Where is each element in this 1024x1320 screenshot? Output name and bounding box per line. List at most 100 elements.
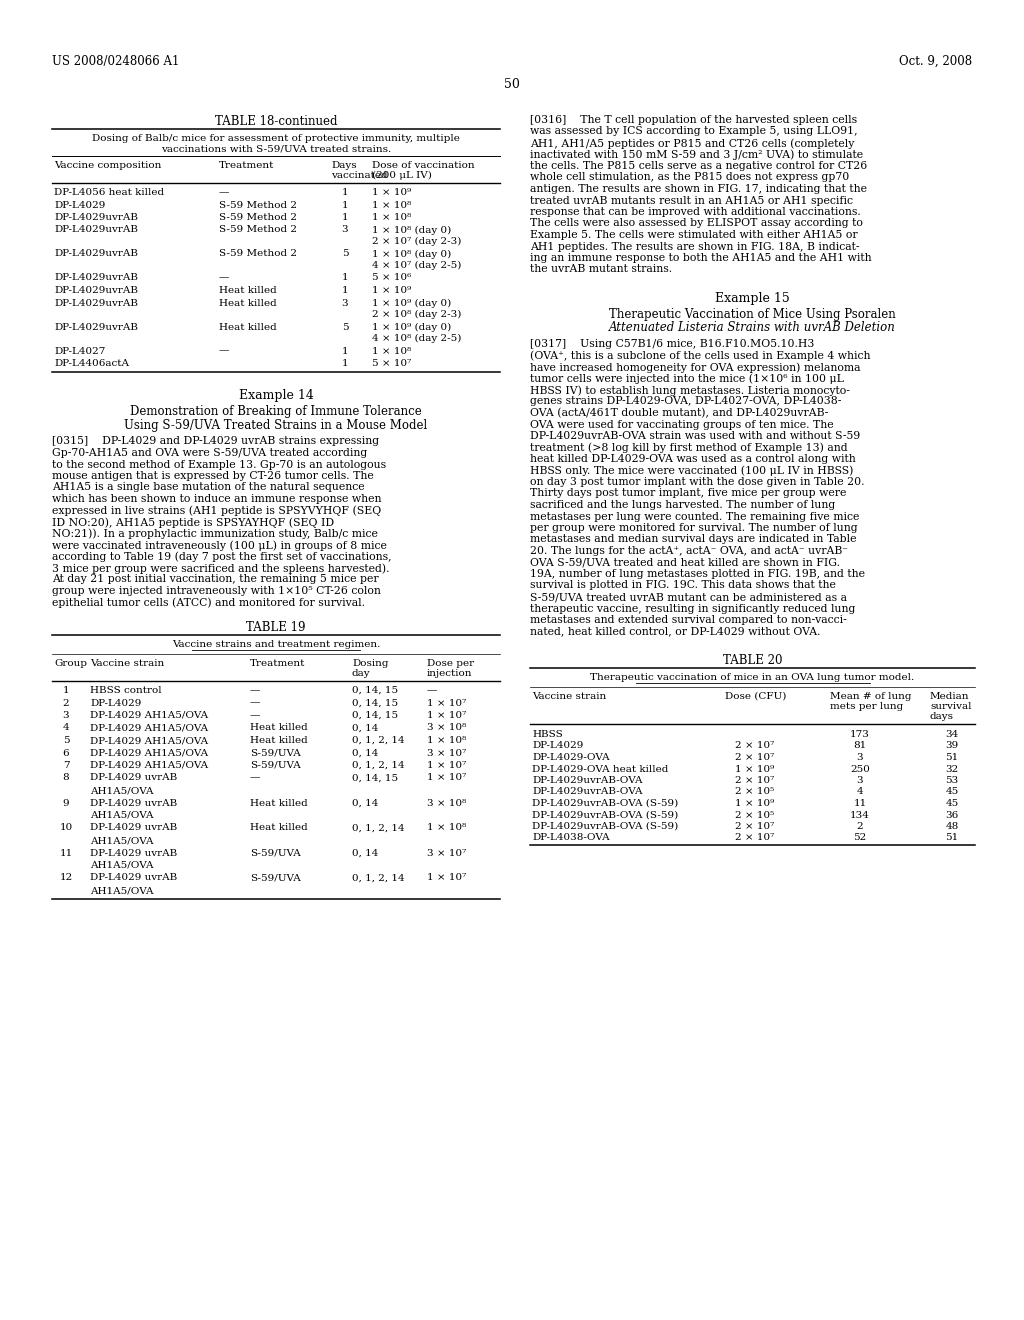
Text: AH1A5/OVA: AH1A5/OVA [90,836,154,845]
Text: mouse antigen that is expressed by CT-26 tumor cells. The: mouse antigen that is expressed by CT-26… [52,471,374,480]
Text: 20. The lungs for the actA⁺, actA⁻ OVA, and actA⁻ uvrAB⁻: 20. The lungs for the actA⁺, actA⁻ OVA, … [530,546,848,556]
Text: 1 × 10⁸ (day 0): 1 × 10⁸ (day 0) [372,249,452,259]
Text: ID NO:20), AH1A5 peptide is SPSYAYHQF (SEQ ID: ID NO:20), AH1A5 peptide is SPSYAYHQF (S… [52,517,334,528]
Text: S-59 Method 2: S-59 Method 2 [219,249,297,259]
Text: Heat killed: Heat killed [250,723,308,733]
Text: treatment (>8 log kill by first method of Example 13) and: treatment (>8 log kill by first method o… [530,442,848,453]
Text: Therapeutic vaccination of mice in an OVA lung tumor model.: Therapeutic vaccination of mice in an OV… [591,673,914,682]
Text: 1 × 10⁸: 1 × 10⁸ [427,824,466,833]
Text: 1: 1 [342,201,348,210]
Text: 173: 173 [850,730,870,739]
Text: 1 × 10⁸: 1 × 10⁸ [427,737,466,744]
Text: mets per lung: mets per lung [830,702,903,711]
Text: 1 × 10⁹: 1 × 10⁹ [735,764,774,774]
Text: AH1A5 is a single base mutation of the natural sequence: AH1A5 is a single base mutation of the n… [52,483,365,492]
Text: 4 × 10⁸ (day 2-5): 4 × 10⁸ (day 2-5) [372,334,462,343]
Text: 52: 52 [853,833,866,842]
Text: 3: 3 [857,752,863,762]
Text: 1 × 10⁹: 1 × 10⁹ [735,799,774,808]
Text: 134: 134 [850,810,870,820]
Text: 3: 3 [342,298,348,308]
Text: on day 3 post tumor implant with the dose given in Table 20.: on day 3 post tumor implant with the dos… [530,477,864,487]
Text: 1: 1 [342,187,348,197]
Text: 3: 3 [857,776,863,785]
Text: 2 × 10⁷: 2 × 10⁷ [735,776,774,785]
Text: DP-L4027: DP-L4027 [54,346,105,355]
Text: vaccinated: vaccinated [331,172,388,180]
Text: 3 × 10⁷: 3 × 10⁷ [427,748,466,758]
Text: Oct. 9, 2008: Oct. 9, 2008 [899,55,972,69]
Text: [0315]    DP-L4029 and DP-L4029 uvrAB strains expressing: [0315] DP-L4029 and DP-L4029 uvrAB strai… [52,437,379,446]
Text: 3 × 10⁸: 3 × 10⁸ [427,723,466,733]
Text: DP-L4029uvrAB: DP-L4029uvrAB [54,226,138,235]
Text: survival: survival [930,702,972,711]
Text: Dosing: Dosing [352,659,388,668]
Text: 10: 10 [59,824,73,833]
Text: 0, 14, 15: 0, 14, 15 [352,711,398,719]
Text: the cells. The P815 cells serve as a negative control for CT26: the cells. The P815 cells serve as a neg… [530,161,867,172]
Text: which has been shown to induce an immune response when: which has been shown to induce an immune… [52,494,382,504]
Text: expressed in live strains (AH1 peptide is SPSYVYHQF (SEQ: expressed in live strains (AH1 peptide i… [52,506,381,516]
Text: HBSS: HBSS [532,730,563,739]
Text: TABLE 18-continued: TABLE 18-continued [215,115,337,128]
Text: 0, 1, 2, 14: 0, 1, 2, 14 [352,874,404,883]
Text: 2: 2 [857,822,863,832]
Text: 2 × 10⁷: 2 × 10⁷ [735,742,774,751]
Text: Gp-70-AH1A5 and OVA were S-59/UVA treated according: Gp-70-AH1A5 and OVA were S-59/UVA treate… [52,447,368,458]
Text: DP-L4029-OVA heat killed: DP-L4029-OVA heat killed [532,764,669,774]
Text: injection: injection [427,669,472,678]
Text: 1 × 10⁸: 1 × 10⁸ [372,201,412,210]
Text: S-59 Method 2: S-59 Method 2 [219,226,297,235]
Text: 1 × 10⁷: 1 × 10⁷ [427,774,466,783]
Text: 36: 36 [945,810,958,820]
Text: Heat killed: Heat killed [250,824,308,833]
Text: 2 × 10⁵: 2 × 10⁵ [735,810,774,820]
Text: DP-L4029uvrAB-OVA strain was used with and without S-59: DP-L4029uvrAB-OVA strain was used with a… [530,432,860,441]
Text: 2 × 10⁷: 2 × 10⁷ [735,833,774,842]
Text: DP-L4029uvrAB-OVA: DP-L4029uvrAB-OVA [532,776,642,785]
Text: 1 × 10⁹ (day 0): 1 × 10⁹ (day 0) [372,298,452,308]
Text: metastases and median survival days are indicated in Table: metastases and median survival days are … [530,535,856,544]
Text: S-59 Method 2: S-59 Method 2 [219,213,297,222]
Text: Heat killed: Heat killed [219,286,276,294]
Text: OVA were used for vaccinating groups of ten mice. The: OVA were used for vaccinating groups of … [530,420,834,429]
Text: TABLE 20: TABLE 20 [723,653,782,667]
Text: DP-L4406actA: DP-L4406actA [54,359,129,368]
Text: At day 21 post initial vaccination, the remaining 5 mice per: At day 21 post initial vaccination, the … [52,574,379,585]
Text: 1 × 10⁹: 1 × 10⁹ [372,286,412,294]
Text: Mean # of lung: Mean # of lung [830,692,911,701]
Text: S-59/UVA: S-59/UVA [250,748,301,758]
Text: OVA S-59/UVA treated and heat killed are shown in FIG.: OVA S-59/UVA treated and heat killed are… [530,557,840,568]
Text: NO:21)). In a prophylactic immunization study, Balb/c mice: NO:21)). In a prophylactic immunization … [52,528,378,539]
Text: 51: 51 [945,752,958,762]
Text: DP-L4029uvrAB-OVA (S-59): DP-L4029uvrAB-OVA (S-59) [532,822,678,832]
Text: 2 × 10⁵: 2 × 10⁵ [735,788,774,796]
Text: response that can be improved with additional vaccinations.: response that can be improved with addit… [530,207,861,216]
Text: Treatment: Treatment [250,659,305,668]
Text: 5: 5 [342,322,348,331]
Text: according to Table 19 (day 7 post the first set of vaccinations,: according to Table 19 (day 7 post the fi… [52,552,391,562]
Text: DP-L4029 uvrAB: DP-L4029 uvrAB [90,799,177,808]
Text: treated uvrAB mutants result in an AH1A5 or AH1 specific: treated uvrAB mutants result in an AH1A5… [530,195,853,206]
Text: ing an immune response to both the AH1A5 and the AH1 with: ing an immune response to both the AH1A5… [530,253,871,263]
Text: 2 × 10⁷ (day 2-3): 2 × 10⁷ (day 2-3) [372,238,462,246]
Text: 1 × 10⁷: 1 × 10⁷ [427,874,466,883]
Text: Vaccine strains and treatment regimen.: Vaccine strains and treatment regimen. [172,640,380,649]
Text: DP-L4029 AH1A5/OVA: DP-L4029 AH1A5/OVA [90,762,208,770]
Text: sacrificed and the lungs harvested. The number of lung: sacrificed and the lungs harvested. The … [530,500,836,510]
Text: 1 × 10⁷: 1 × 10⁷ [427,711,466,719]
Text: AH1A5/OVA: AH1A5/OVA [90,785,154,795]
Text: AH1, AH1/A5 peptides or P815 and CT26 cells (completely: AH1, AH1/A5 peptides or P815 and CT26 ce… [530,139,854,149]
Text: 8: 8 [62,774,70,783]
Text: were vaccinated intraveneously (100 μL) in groups of 8 mice: were vaccinated intraveneously (100 μL) … [52,540,387,550]
Text: was assessed by ICS according to Example 5, using LLO91,: was assessed by ICS according to Example… [530,127,858,136]
Text: Attenuated Listeria Strains with uvrAB Deletion: Attenuated Listeria Strains with uvrAB D… [609,321,896,334]
Text: have increased homogeneity for OVA expression) melanoma: have increased homogeneity for OVA expre… [530,362,860,372]
Text: 5: 5 [62,737,70,744]
Text: DP-L4029 AH1A5/OVA: DP-L4029 AH1A5/OVA [90,737,208,744]
Text: 48: 48 [945,822,958,832]
Text: 0, 1, 2, 14: 0, 1, 2, 14 [352,737,404,744]
Text: 3: 3 [342,226,348,235]
Text: [0317]    Using C57B1/6 mice, B16.F10.MO5.10.H3: [0317] Using C57B1/6 mice, B16.F10.MO5.1… [530,339,814,348]
Text: AH1 peptides. The results are shown in FIG. 18A, B indicat-: AH1 peptides. The results are shown in F… [530,242,859,252]
